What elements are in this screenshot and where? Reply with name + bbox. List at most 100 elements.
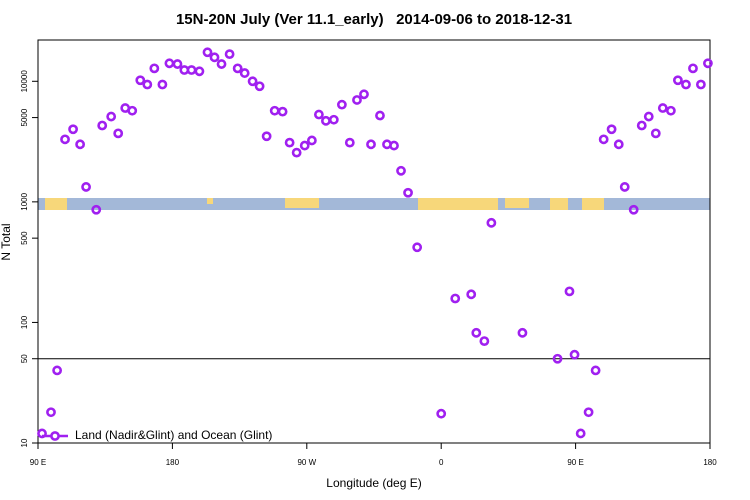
x-tick-label: 90 E bbox=[30, 458, 46, 467]
point bbox=[590, 365, 601, 376]
point bbox=[688, 63, 698, 74]
x-tick-label: 180 bbox=[703, 458, 717, 467]
point bbox=[359, 89, 369, 100]
y-axis-label: N Total bbox=[0, 223, 13, 260]
point bbox=[113, 128, 124, 139]
land-patch bbox=[505, 198, 529, 208]
point bbox=[471, 327, 482, 338]
point bbox=[216, 59, 227, 69]
point bbox=[628, 204, 639, 215]
point bbox=[224, 49, 235, 60]
point bbox=[291, 147, 302, 158]
point bbox=[142, 79, 153, 90]
point bbox=[613, 139, 624, 150]
point bbox=[157, 79, 168, 90]
point bbox=[306, 135, 317, 146]
point bbox=[552, 353, 563, 364]
point bbox=[313, 109, 324, 120]
point bbox=[396, 165, 406, 176]
point bbox=[127, 105, 138, 116]
point bbox=[564, 286, 575, 297]
point bbox=[450, 293, 461, 304]
point bbox=[466, 289, 477, 300]
point bbox=[672, 75, 683, 86]
y-tick-label: 10000 bbox=[20, 70, 29, 93]
point bbox=[239, 68, 250, 78]
y-tick-label: 5000 bbox=[20, 108, 29, 126]
point bbox=[636, 120, 647, 131]
point bbox=[68, 124, 78, 135]
chart-title: 15N-20N July (Ver 11.1_early) 2014-09-06… bbox=[176, 11, 572, 28]
point bbox=[284, 137, 295, 148]
land-patch bbox=[550, 198, 568, 210]
point bbox=[517, 327, 528, 338]
point bbox=[164, 58, 175, 69]
point bbox=[657, 103, 668, 113]
x-tick-label: 90 W bbox=[297, 458, 316, 467]
point bbox=[75, 139, 86, 150]
point bbox=[269, 105, 280, 116]
point bbox=[583, 407, 594, 418]
point bbox=[412, 242, 423, 253]
point bbox=[97, 120, 108, 131]
point bbox=[375, 110, 385, 121]
point bbox=[328, 114, 339, 125]
point bbox=[135, 75, 146, 86]
point bbox=[606, 124, 617, 135]
x-axis-label: Longitude (deg E) bbox=[326, 476, 421, 490]
point bbox=[91, 204, 102, 215]
point bbox=[202, 47, 213, 58]
x-tick-label: 180 bbox=[166, 458, 180, 467]
point bbox=[46, 407, 56, 418]
point bbox=[695, 79, 706, 90]
point bbox=[389, 140, 399, 151]
point bbox=[321, 115, 331, 126]
point bbox=[52, 365, 63, 376]
point bbox=[60, 134, 70, 145]
land-patch bbox=[582, 198, 604, 210]
point bbox=[194, 66, 205, 77]
legend-label: Land (Nadir&Glint) and Ocean (Glint) bbox=[75, 428, 272, 442]
point bbox=[650, 128, 661, 139]
point bbox=[436, 408, 447, 419]
point bbox=[598, 134, 609, 145]
point bbox=[703, 58, 713, 69]
y-tick-label: 500 bbox=[20, 231, 29, 245]
land-patch bbox=[45, 198, 67, 210]
point bbox=[344, 137, 355, 148]
point bbox=[643, 111, 654, 122]
point bbox=[209, 52, 220, 63]
point bbox=[352, 95, 362, 105]
map-strip bbox=[38, 198, 710, 210]
land-patch bbox=[285, 198, 319, 208]
point bbox=[149, 63, 160, 74]
point bbox=[106, 111, 117, 122]
ocean-strip bbox=[38, 198, 710, 210]
point bbox=[403, 187, 413, 198]
point bbox=[81, 182, 91, 192]
x-tick-label: 0 bbox=[439, 458, 444, 467]
point bbox=[366, 139, 376, 150]
point bbox=[486, 217, 497, 228]
point bbox=[232, 63, 243, 74]
y-tick-label: 10 bbox=[20, 438, 29, 447]
point bbox=[681, 79, 691, 90]
point bbox=[247, 76, 258, 87]
land-patch bbox=[418, 198, 498, 210]
point bbox=[665, 105, 676, 116]
x-tick-label: 90 E bbox=[567, 458, 583, 467]
y-tick-label: 100 bbox=[20, 315, 29, 329]
point bbox=[619, 182, 630, 192]
point bbox=[479, 336, 490, 347]
point bbox=[336, 99, 347, 110]
land-patch bbox=[207, 198, 213, 204]
point bbox=[299, 140, 310, 151]
y-tick-label: 1000 bbox=[20, 192, 29, 210]
point bbox=[569, 349, 580, 360]
y-tick-label: 50 bbox=[20, 354, 29, 363]
point bbox=[186, 65, 197, 75]
legend-marker bbox=[50, 431, 60, 441]
point bbox=[172, 59, 183, 69]
point bbox=[254, 81, 265, 92]
